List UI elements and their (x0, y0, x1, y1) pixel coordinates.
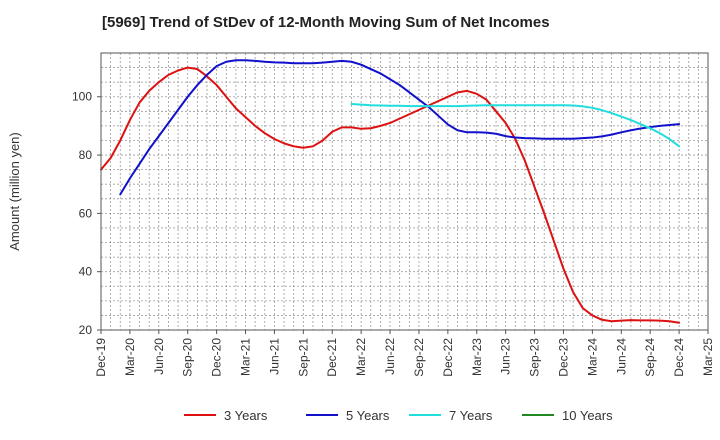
legend-label: 5 Years (346, 408, 390, 423)
grid-lines (100, 52, 709, 331)
x-tick-label: Mar-23 (470, 338, 484, 376)
y-tick-label: 100 (72, 90, 92, 104)
plot-background (101, 53, 708, 330)
x-tick-label: Jun-20 (152, 338, 166, 375)
y-tick-label: 40 (79, 265, 93, 279)
legend: 3 Years 5 Years 7 Years 10 Years (184, 408, 613, 423)
x-tick-label: Mar-21 (239, 338, 253, 376)
x-tick-label: Dec-23 (556, 338, 570, 377)
x-tick-label: Mar-25 (701, 338, 715, 376)
chart-title: [5969] Trend of StDev of 12-Month Moving… (102, 14, 550, 31)
x-tick-label: Dec-21 (325, 338, 339, 377)
series-line-7-years (350, 103, 681, 148)
x-tick-label: Dec-19 (94, 338, 108, 377)
x-tick-label: Mar-24 (585, 338, 599, 376)
x-tick-label: Dec-24 (672, 338, 686, 377)
plot-area (101, 53, 708, 330)
y-tick-label: 80 (79, 148, 93, 162)
y-tick-label: 60 (79, 206, 93, 220)
x-tick-label: Mar-22 (354, 338, 368, 376)
legend-label: 10 Years (562, 408, 613, 423)
y-axis-label: Amount (million yen) (7, 132, 22, 251)
x-tick-label: Sep-21 (296, 338, 310, 377)
legend-label: 3 Years (224, 408, 268, 423)
series-line-5-years (119, 59, 681, 196)
x-tick-label: Jun-24 (614, 338, 628, 375)
x-tick-label: Jun-22 (383, 338, 397, 375)
x-tick-label: Mar-20 (123, 338, 137, 376)
x-tick-label: Sep-24 (643, 338, 657, 377)
x-tick-label: Jun-21 (267, 338, 281, 375)
y-tick-label: 20 (79, 323, 93, 337)
plot-frame (100, 52, 709, 331)
series-lines (100, 59, 681, 324)
x-tick-label: Dec-22 (441, 338, 455, 377)
legend-label: 7 Years (449, 408, 493, 423)
x-tick-label: Jun-23 (499, 338, 513, 375)
series-line-3-years (100, 66, 681, 324)
x-tick-label: Sep-23 (528, 338, 542, 377)
x-tick-label: Sep-20 (181, 338, 195, 377)
x-tick-label: Sep-22 (412, 338, 426, 377)
axes: 20 40 60 80 100 Dec-19 Mar-20 Jun-20 Sep-20 Dec-2… (7, 52, 715, 377)
x-tick-label: Dec-20 (210, 338, 224, 377)
